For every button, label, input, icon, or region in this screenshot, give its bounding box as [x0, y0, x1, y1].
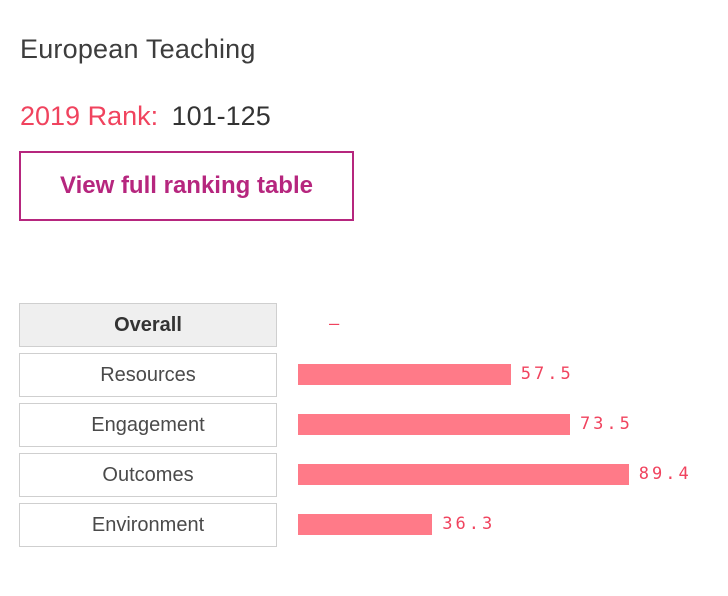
- metric-value-engagement: 73.5: [579, 414, 633, 434]
- section-title: European Teaching: [20, 34, 256, 64]
- rank-label: 2019 Rank:: [20, 101, 159, 131]
- metric-row-environment: Environment 36.3: [0, 503, 728, 547]
- metric-row-resources: Resources 57.5: [0, 353, 728, 397]
- rank-value: 101-125: [171, 101, 271, 131]
- metric-tab-resources[interactable]: Resources: [19, 353, 277, 397]
- metric-row-overall: Overall –: [0, 303, 728, 347]
- metric-bar-engagement: [298, 414, 570, 435]
- metric-row-engagement: Engagement 73.5: [0, 403, 728, 447]
- metric-value-overall: –: [329, 314, 343, 334]
- view-full-ranking-button[interactable]: View full ranking table: [19, 151, 354, 221]
- metric-tab-overall[interactable]: Overall: [19, 303, 277, 347]
- metric-bar-environment: [298, 514, 433, 535]
- metric-tab-outcomes[interactable]: Outcomes: [19, 453, 277, 497]
- metric-tab-environment[interactable]: Environment: [19, 503, 277, 547]
- metric-value-environment: 36.3: [442, 514, 496, 534]
- metric-bar-outcomes: [298, 464, 629, 485]
- rank-line: 2019 Rank: 101-125: [20, 101, 271, 132]
- metric-row-outcomes: Outcomes 89.4: [0, 453, 728, 497]
- metric-bar-resources: [298, 364, 511, 385]
- metric-value-outcomes: 89.4: [638, 464, 692, 484]
- metric-value-resources: 57.5: [520, 364, 574, 384]
- metric-tab-engagement[interactable]: Engagement: [19, 403, 277, 447]
